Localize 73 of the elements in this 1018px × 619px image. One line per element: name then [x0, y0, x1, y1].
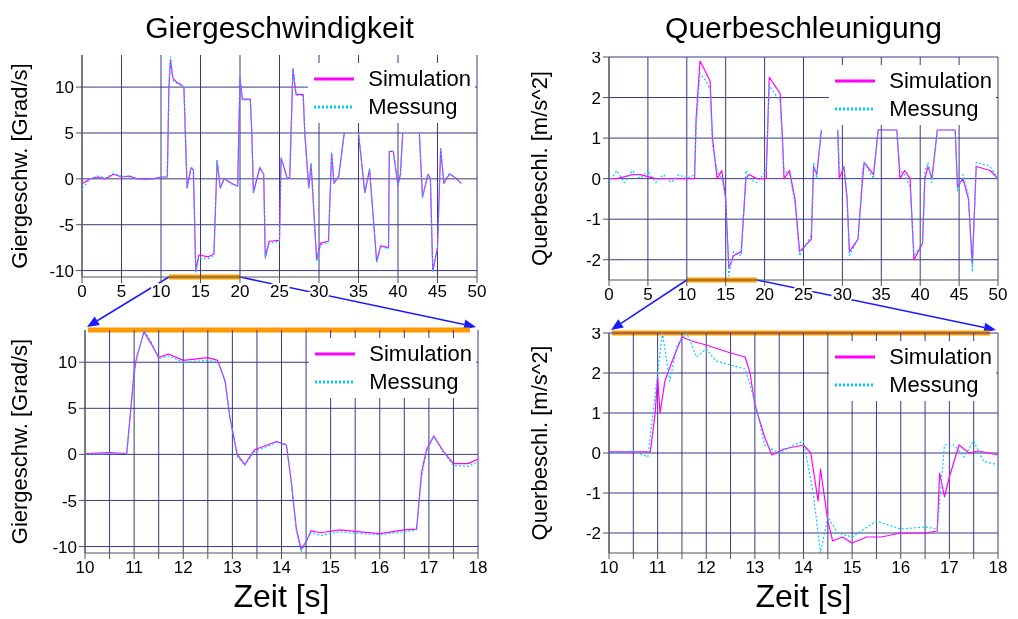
x-tick-label: 40 [388, 282, 408, 302]
y-axis-title: Giergeschw. [Grad/s] [6, 338, 32, 545]
x-tick-label: 0 [604, 285, 614, 305]
y-tick-label: 0 [591, 444, 601, 464]
legend-label: Messung [889, 95, 979, 123]
legend-label: Simulation [889, 343, 992, 371]
y-axis-title: Querbeschl. [m/s^2] [526, 345, 552, 541]
x-tick-label: 45 [428, 282, 447, 302]
y-tick-label: -10 [52, 537, 77, 557]
x-axis-title: Zeit [s] [754, 577, 853, 615]
y-tick-label: -5 [61, 491, 77, 511]
x-axis-title: Zeit [s] [232, 577, 331, 615]
x-tick-label: 10 [151, 282, 171, 302]
y-tick-label: 2 [591, 364, 601, 384]
x-tick-label: 11 [125, 558, 143, 578]
x-tick-label: 16 [370, 558, 390, 578]
y-tick-label: -10 [49, 261, 74, 281]
x-tick-label: 14 [794, 558, 813, 578]
y-tick-label: -5 [58, 215, 74, 235]
x-tick-label: 20 [230, 282, 250, 302]
y-tick-label: 3 [591, 48, 601, 68]
x-tick-label: 12 [173, 558, 193, 578]
x-tick-label: 13 [745, 558, 765, 578]
chart-title: Giergeschwindigkeit [144, 10, 415, 46]
x-tick-label: 14 [272, 558, 291, 578]
x-tick-label: 45 [949, 285, 969, 305]
x-tick-label: 13 [222, 558, 242, 578]
x-tick-label: 18 [468, 558, 488, 578]
y-tick-label: 1 [591, 404, 601, 424]
y-tick-label: 10 [55, 78, 74, 98]
x-tick-label: 15 [842, 558, 862, 578]
legend-label: Simulation [369, 340, 472, 368]
legend-label: Messung [889, 371, 979, 399]
y-tick-label: 0 [591, 169, 601, 189]
x-tick-label: 20 [755, 285, 775, 305]
legend-label: Simulation [368, 65, 471, 93]
y-tick-label: 1 [591, 129, 601, 149]
y-axis-title: Querbeschl. [m/s^2] [526, 71, 552, 266]
y-tick-label: -2 [585, 250, 601, 270]
x-tick-label: 15 [191, 282, 210, 302]
y-tick-label: 0 [67, 445, 77, 465]
y-tick-label: 2 [591, 88, 601, 108]
y-tick-label: 10 [58, 353, 77, 373]
x-tick-label: 40 [910, 285, 930, 305]
x-tick-label: 25 [794, 285, 813, 305]
y-axis-title: Giergeschw. [Grad/s] [6, 63, 32, 269]
legend-label: Messung [369, 368, 459, 396]
y-tick-label: 5 [67, 399, 77, 419]
y-tick-label: -1 [585, 484, 601, 504]
y-tick-label: 0 [64, 169, 74, 189]
y-tick-label: -1 [585, 210, 601, 230]
x-tick-label: 5 [643, 285, 653, 305]
x-tick-label: 35 [871, 285, 891, 305]
x-tick-label: 16 [891, 558, 911, 578]
x-tick-label: 15 [716, 285, 736, 305]
x-tick-label: 15 [321, 558, 341, 578]
x-tick-label: 11 [648, 558, 667, 578]
x-tick-label: 25 [270, 282, 289, 302]
chart-title: Querbeschleunigung [664, 10, 943, 46]
x-tick-label: 12 [696, 558, 716, 578]
x-tick-label: 35 [349, 282, 368, 302]
x-tick-label: 18 [988, 558, 1008, 578]
x-tick-label: 10 [677, 285, 697, 305]
legend-label: Simulation [889, 67, 992, 95]
x-tick-label: 17 [419, 558, 439, 578]
y-tick-label: 3 [591, 324, 601, 344]
x-tick-label: 5 [116, 282, 127, 302]
x-tick-label: 50 [988, 285, 1008, 305]
x-tick-label: 17 [939, 558, 959, 578]
x-tick-label: 50 [467, 282, 487, 302]
legend-label: Messung [368, 93, 458, 121]
y-tick-label: -2 [585, 524, 601, 544]
y-tick-label: 5 [64, 124, 74, 144]
